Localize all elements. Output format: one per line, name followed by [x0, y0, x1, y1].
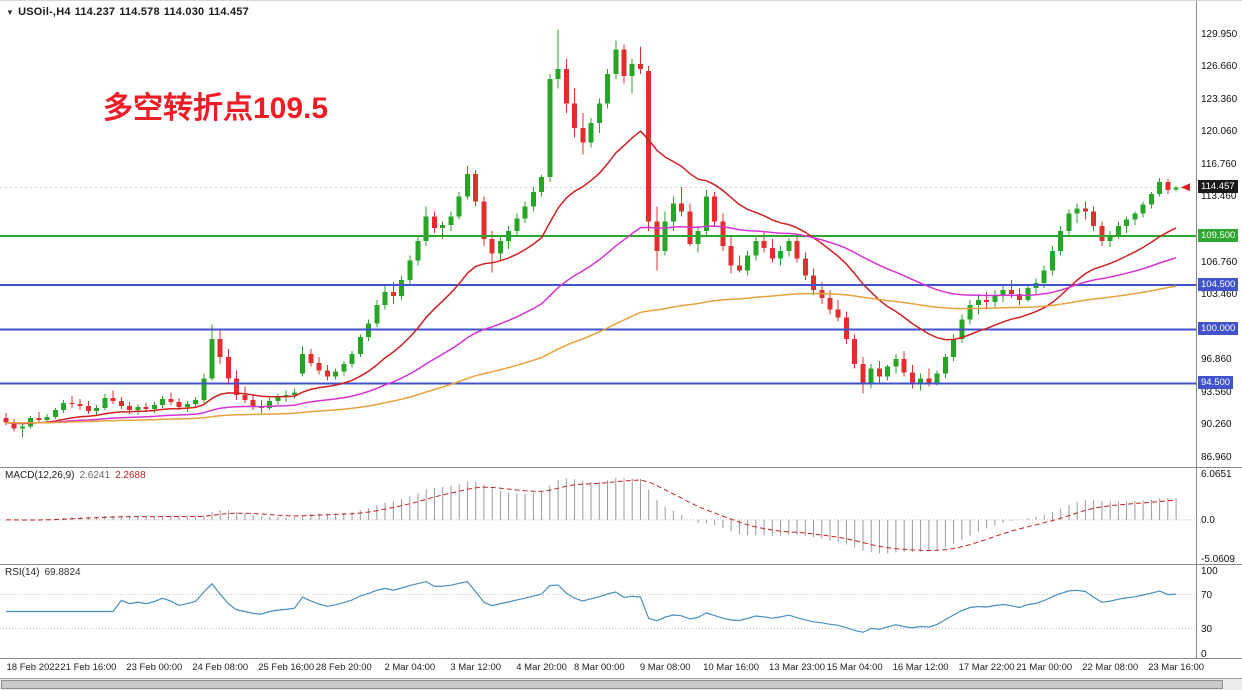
price-tick: 103.460 [1201, 289, 1238, 301]
macd-chart-canvas[interactable] [0, 468, 1196, 564]
macd-label: MACD(12,26,9) 2.6241 2.2688 [5, 470, 146, 481]
price-tick: 113.460 [1201, 191, 1237, 203]
chart-collapse-icon[interactable]: ▼ [6, 8, 15, 17]
macd-panel: MACD(12,26,9) 2.6241 2.2688 6.0651 0.0 -5.06… [0, 468, 1242, 565]
macd-axis[interactable]: 6.0651 0.0 -5.0609 [1196, 468, 1242, 565]
level-price-badge: 109.500 [1198, 229, 1239, 242]
time-tick-label: 3 Mar 12:00 [450, 662, 502, 673]
ma-55-line [5, 225, 1177, 424]
horizontal-scrollbar[interactable] [0, 678, 1242, 690]
rsi-name: RSI(14) [5, 567, 40, 578]
time-tick-label: 22 Mar 08:00 [1082, 662, 1139, 673]
scrollbar-thumb[interactable] [1, 680, 1223, 689]
main-chart-panel: 129.950 126.660 123.360 120.060 116.760 113.4… [0, 1, 1242, 468]
time-tick-label: 24 Feb 08:00 [192, 662, 249, 673]
ohlc-low: 114.030 [163, 6, 205, 18]
rsi-tick: 70 [1201, 589, 1213, 601]
time-tick-label: 21 Feb 16:00 [60, 662, 117, 673]
rsi-tick: 0 [1201, 649, 1207, 660]
macd-signal-value: 2.2688 [115, 470, 146, 481]
time-tick-label: 17 Mar 22:00 [958, 662, 1015, 673]
rsi-tick: 100 [1201, 566, 1218, 577]
price-tick: 120.060 [1201, 126, 1238, 138]
level-price-badge: 104.500 [1198, 278, 1239, 292]
time-tick-label: 21 Mar 00:00 [1016, 662, 1073, 673]
price-tick: 123.360 [1201, 93, 1238, 105]
price-chart-canvas[interactable] [0, 1, 1196, 467]
macd-name: MACD(12,26,9) [5, 470, 75, 481]
time-tick-label: 2 Mar 04:00 [384, 662, 436, 673]
time-tick-label: 9 Mar 08:00 [639, 662, 691, 673]
price-tick: 106.760 [1201, 256, 1238, 268]
rsi-panel: RSI(14) 69.8824 100 70 30 0 [0, 565, 1242, 660]
price-axis[interactable]: 129.950 126.660 123.360 120.060 116.760 113.4… [1196, 1, 1242, 467]
rsi-line [6, 580, 1177, 633]
ma-20-line [5, 130, 1177, 425]
time-tick-label: 16 Mar 12:00 [892, 662, 949, 673]
macd-main-value: 2.6241 [79, 470, 111, 481]
time-tick-label: 8 Mar 00:00 [573, 662, 625, 673]
ohlc-high: 114.578 [119, 6, 160, 18]
rsi-axis[interactable]: 100 70 30 0 [1196, 565, 1242, 660]
rsi-tick: 30 [1201, 623, 1213, 635]
rsi-value: 69.8824 [44, 567, 81, 578]
macd-histogram [13, 477, 1177, 554]
level-price-badge: 94.500 [1198, 376, 1234, 390]
time-tick-label: 25 Feb 16:00 [258, 662, 315, 673]
time-tick-label: 23 Feb 00:00 [126, 662, 183, 673]
time-tick-label: 28 Feb 20:00 [315, 662, 372, 673]
time-tick-label: 4 Mar 20:00 [516, 662, 567, 673]
level-price-badge: 100.000 [1198, 322, 1239, 336]
chart-header: ▼ USOil-,H4 114.237 114.578 114.030 114.457 [6, 6, 253, 18]
price-tick: 129.950 [1201, 29, 1238, 40]
rsi-label: RSI(14) 69.8824 [5, 567, 81, 578]
time-tick-label: 15 Mar 04:00 [826, 662, 883, 673]
macd-signal-line [6, 479, 1177, 552]
time-tick-label: 13 Mar 23:00 [769, 662, 825, 673]
price-tick: 116.760 [1201, 158, 1237, 170]
current-price-badge: 114.457 [1198, 180, 1238, 194]
ma-130-line [5, 285, 1177, 424]
symbol-timeframe-label: USOil-,H4 [18, 6, 71, 18]
price-tick: 86.960 [1201, 451, 1232, 463]
price-tick: 126.660 [1201, 61, 1238, 73]
time-axis[interactable]: 18 Feb 2022 21 Feb 16:00 23 Feb 00:00 24 Fe… [0, 659, 1242, 678]
last-price-arrow-icon [1181, 183, 1191, 192]
macd-tick: 6.0651 [1201, 469, 1232, 480]
time-tick-label: 23 Mar 16:00 [1148, 662, 1205, 673]
price-tick: 90.260 [1201, 419, 1232, 431]
price-tick: 96.860 [1201, 354, 1232, 366]
ohlc-close: 114.457 [208, 6, 249, 18]
rsi-chart-canvas[interactable] [0, 565, 1196, 658]
time-tick-label: 18 Feb 2022 [6, 662, 60, 673]
macd-tick: 0.0 [1201, 514, 1215, 526]
macd-tick: -5.0609 [1201, 553, 1235, 565]
ohlc-open: 114.237 [74, 6, 116, 18]
time-tick-label: 10 Mar 16:00 [703, 662, 760, 673]
price-tick: 93.560 [1201, 386, 1232, 398]
chart-annotation-text: 多空转折点109.5 [103, 92, 329, 125]
